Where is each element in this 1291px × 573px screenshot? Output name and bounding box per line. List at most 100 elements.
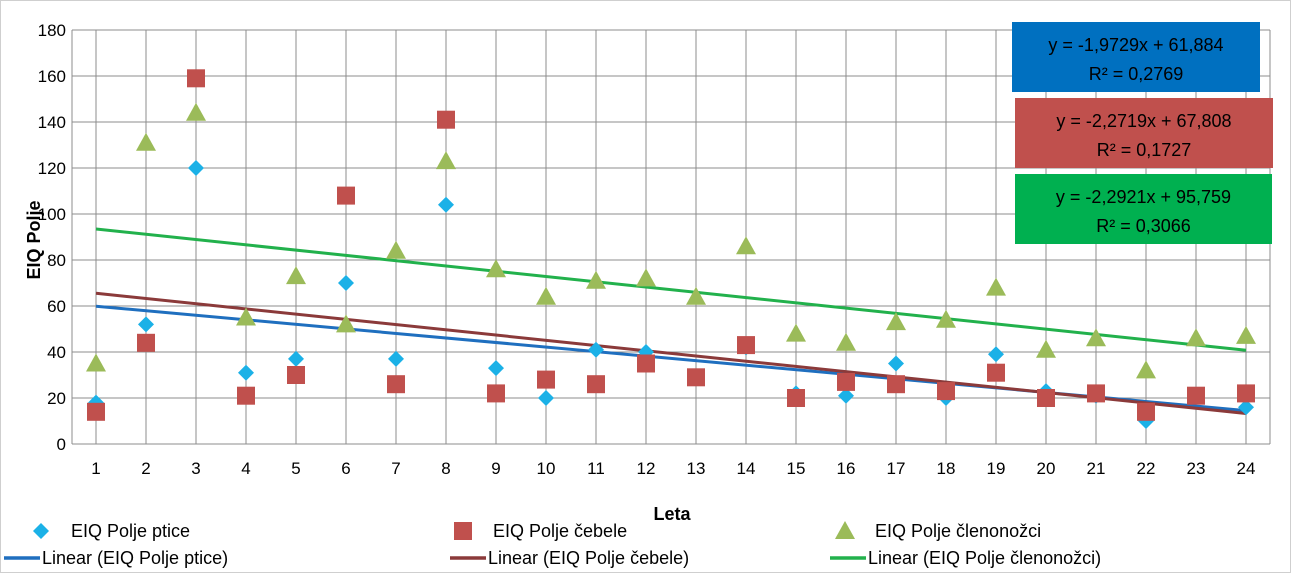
legend-label: EIQ Polje ptice: [71, 521, 190, 541]
data-points: [86, 69, 1256, 429]
y-tick-label: 0: [57, 435, 66, 454]
data-point: [1186, 328, 1206, 347]
data-point: [138, 316, 154, 333]
data-point: [337, 186, 355, 205]
r-squared-text: R² = 0,1727: [1097, 140, 1192, 160]
x-tick-label: 6: [341, 459, 350, 478]
x-tick-label: 22: [1137, 459, 1156, 478]
x-axis-title: Leta: [653, 504, 691, 524]
data-point: [736, 236, 756, 255]
data-point: [286, 266, 306, 285]
x-tick-label: 14: [737, 459, 756, 478]
x-tick-label: 3: [191, 459, 200, 478]
x-tick-label: 24: [1237, 459, 1256, 478]
x-tick-label: 23: [1187, 459, 1206, 478]
r-squared-text: R² = 0,3066: [1096, 216, 1191, 236]
data-point: [1036, 339, 1056, 358]
x-tick-label: 12: [637, 459, 656, 478]
data-point: [1037, 389, 1055, 407]
y-tick-label: 80: [47, 251, 66, 270]
legend-label: Linear (EIQ Polje ptice): [42, 548, 228, 568]
data-point: [188, 160, 204, 176]
x-tick-label: 18: [937, 459, 956, 478]
x-tick-label: 7: [391, 459, 400, 478]
data-point: [886, 312, 906, 331]
equation-text: y = -2,2719x + 67,808: [1056, 111, 1231, 131]
data-point: [936, 309, 956, 328]
x-tick-label: 20: [1037, 459, 1056, 478]
legend-label: Linear (EIQ Polje členonožci): [868, 548, 1101, 568]
y-tick-label: 100: [38, 205, 66, 224]
data-point: [187, 69, 205, 88]
legend-marker: [454, 522, 472, 540]
legend-label: EIQ Polje čebele: [493, 521, 627, 541]
data-point: [236, 307, 256, 326]
data-point: [1236, 325, 1256, 344]
data-point: [636, 268, 656, 287]
x-tick-label: 10: [537, 459, 556, 478]
x-tick-label: 19: [987, 459, 1006, 478]
x-tick-label: 16: [837, 459, 856, 478]
data-point: [687, 368, 705, 387]
data-point: [887, 375, 905, 394]
legend-marker: [835, 521, 855, 539]
equation-box: [1015, 174, 1272, 244]
data-point: [86, 353, 106, 372]
data-point: [937, 382, 955, 401]
data-point: [536, 286, 556, 305]
data-point: [1238, 399, 1254, 416]
data-point: [987, 363, 1005, 382]
data-point: [436, 151, 456, 170]
y-tick-label: 160: [38, 67, 66, 86]
data-point: [786, 323, 806, 342]
legend-label: Linear (EIQ Polje čebele): [488, 548, 689, 568]
x-tick-label: 21: [1087, 459, 1106, 478]
data-point: [437, 110, 455, 129]
x-tick-label: 2: [141, 459, 150, 478]
data-point: [1137, 402, 1155, 421]
data-point: [838, 387, 854, 404]
data-point: [1086, 328, 1106, 347]
data-point: [588, 341, 604, 358]
x-tick-label: 11: [587, 459, 605, 478]
data-point: [336, 314, 356, 333]
r-squared-text: R² = 0,2769: [1089, 64, 1184, 84]
data-point: [686, 286, 706, 305]
legend-marker: [33, 523, 49, 539]
data-point: [587, 375, 605, 394]
data-point: [888, 355, 904, 372]
x-tick-label: 8: [441, 459, 450, 478]
x-tick-label: 5: [291, 459, 300, 478]
data-point: [737, 336, 755, 355]
y-tick-label: 120: [38, 159, 66, 178]
data-point: [486, 259, 506, 278]
y-tick-label: 20: [47, 389, 66, 408]
data-point: [386, 240, 406, 259]
x-tick-label: 9: [491, 459, 500, 478]
data-point: [87, 402, 105, 421]
equation-box: [1015, 98, 1273, 168]
data-point: [186, 102, 206, 121]
data-point: [238, 364, 254, 381]
trendline: [95, 227, 1247, 352]
x-tick-label: 1: [91, 459, 100, 478]
data-point: [1136, 360, 1156, 379]
data-point: [387, 375, 405, 394]
y-tick-label: 180: [38, 21, 66, 40]
legend-label: EIQ Polje členonožci: [875, 521, 1041, 541]
data-point: [438, 196, 454, 213]
data-point: [287, 366, 305, 384]
x-tick-label: 17: [887, 459, 906, 478]
data-point: [538, 390, 554, 406]
data-point: [338, 275, 354, 291]
equation-text: y = -2,2921x + 95,759: [1056, 187, 1231, 207]
y-tick-label: 60: [47, 297, 66, 316]
data-point: [1237, 384, 1255, 403]
equation-text: y = -1,9729x + 61,884: [1048, 35, 1223, 55]
data-point: [586, 270, 606, 289]
data-point: [988, 346, 1004, 363]
trendline-equation-boxes: y = -1,9729x + 61,884 R² = 0,2769 y = -2,2…: [1012, 22, 1273, 244]
y-tick-label: 40: [47, 343, 66, 362]
data-point: [288, 350, 304, 367]
